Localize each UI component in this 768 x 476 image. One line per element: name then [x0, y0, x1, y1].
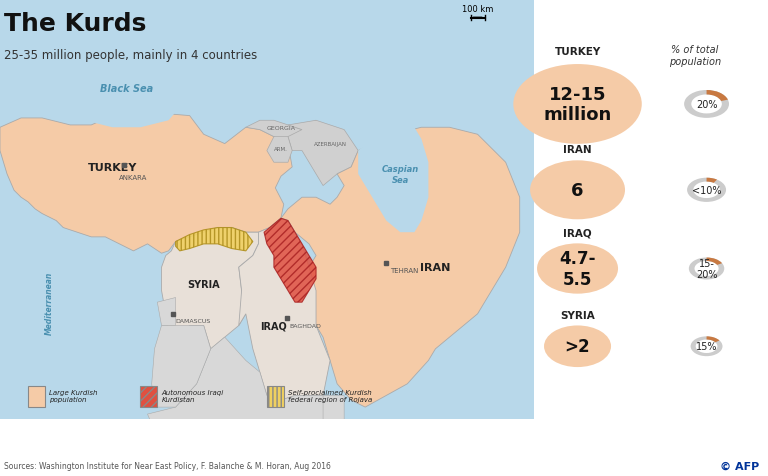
Polygon shape	[49, 74, 183, 128]
Text: ANKARA: ANKARA	[119, 175, 147, 180]
Polygon shape	[152, 326, 210, 407]
Text: AZERBAIJAN: AZERBAIJAN	[313, 142, 346, 147]
Text: Autonomous Iraqi
Kurdistan: Autonomous Iraqi Kurdistan	[161, 389, 223, 402]
Polygon shape	[176, 228, 253, 251]
Bar	[28, 387, 45, 407]
Text: % of total
population: % of total population	[669, 45, 721, 67]
Text: DAMASCUS: DAMASCUS	[176, 319, 211, 324]
Text: TURKEY: TURKEY	[88, 163, 137, 172]
Text: © AFP: © AFP	[720, 460, 759, 470]
Polygon shape	[0, 114, 292, 254]
Text: GEORGIA: GEORGIA	[266, 126, 296, 130]
Polygon shape	[239, 219, 330, 400]
Text: <10%: <10%	[692, 186, 721, 195]
Wedge shape	[707, 178, 717, 183]
Circle shape	[537, 244, 618, 294]
Circle shape	[530, 161, 625, 220]
Text: IRAQ: IRAQ	[260, 321, 287, 331]
Bar	[141, 387, 157, 407]
Wedge shape	[684, 91, 729, 119]
Text: IRAN: IRAN	[563, 144, 592, 154]
Polygon shape	[323, 396, 344, 430]
Text: 6: 6	[571, 181, 584, 199]
Text: Mediterranean: Mediterranean	[45, 271, 54, 334]
Text: 25-35 million people, mainly in 4 countries: 25-35 million people, mainly in 4 countr…	[4, 49, 257, 61]
Text: The Kurds: The Kurds	[4, 12, 146, 36]
Text: Self-proclaimed Kurdish
federal region of Rojava: Self-proclaimed Kurdish federal region o…	[288, 389, 372, 402]
Text: 15%: 15%	[696, 342, 717, 351]
Polygon shape	[157, 298, 176, 326]
Text: ARM.: ARM.	[274, 147, 288, 151]
Text: IRAN: IRAN	[420, 263, 451, 273]
Polygon shape	[147, 337, 330, 442]
Text: TEHRAN: TEHRAN	[390, 268, 419, 274]
Circle shape	[513, 65, 642, 145]
Text: Large Kurdish
population: Large Kurdish population	[49, 389, 98, 402]
Text: 4.7-
5.5: 4.7- 5.5	[559, 249, 596, 288]
Text: Caspian
Sea: Caspian Sea	[382, 165, 419, 184]
Polygon shape	[358, 128, 429, 233]
Polygon shape	[288, 121, 358, 186]
Wedge shape	[707, 337, 720, 343]
Wedge shape	[687, 178, 726, 202]
Polygon shape	[266, 137, 292, 163]
Polygon shape	[246, 121, 316, 144]
Text: SYRIA: SYRIA	[560, 311, 595, 321]
Text: Sources: Washington Institute for Near East Policy, F. Balanche & M. Horan, Aug : Sources: Washington Institute for Near E…	[4, 461, 331, 470]
Polygon shape	[281, 128, 520, 407]
Wedge shape	[689, 258, 724, 280]
Wedge shape	[707, 91, 728, 102]
Polygon shape	[161, 228, 259, 349]
Text: 12-15
million: 12-15 million	[544, 85, 611, 124]
Text: IRAQ: IRAQ	[563, 228, 592, 238]
Text: 20%: 20%	[696, 100, 717, 109]
Bar	[266, 387, 283, 407]
Wedge shape	[690, 337, 723, 357]
Circle shape	[544, 326, 611, 367]
Text: >2: >2	[564, 337, 591, 356]
Text: SYRIA: SYRIA	[187, 279, 220, 289]
Polygon shape	[264, 219, 316, 303]
Text: 100 km: 100 km	[462, 5, 493, 14]
Text: 15-
20%: 15- 20%	[696, 258, 717, 280]
Text: Black Sea: Black Sea	[100, 83, 153, 93]
Text: TURKEY: TURKEY	[554, 47, 601, 57]
Wedge shape	[707, 258, 722, 265]
Text: BAGHDAD: BAGHDAD	[290, 324, 321, 328]
